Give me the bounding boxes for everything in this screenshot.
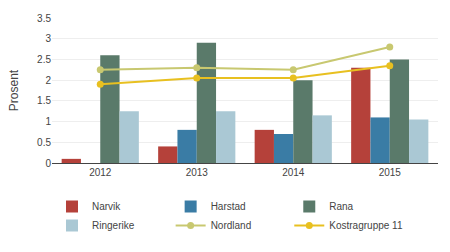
svg-text:1.5: 1.5 [37,95,51,106]
svg-text:2012: 2012 [89,167,112,178]
svg-text:Nordland: Nordland [211,220,252,231]
svg-text:2: 2 [45,75,51,86]
svg-text:2013: 2013 [186,167,209,178]
svg-text:Rana: Rana [329,201,353,212]
svg-text:Kostragruppe 11: Kostragruppe 11 [329,220,403,231]
svg-text:3: 3 [45,33,51,44]
svg-text:1: 1 [45,116,51,127]
svg-text:0: 0 [45,158,51,169]
svg-text:3.5: 3.5 [37,13,51,24]
svg-text:Ringerike: Ringerike [92,220,135,231]
svg-text:2015: 2015 [379,167,402,178]
svg-text:0.5: 0.5 [37,137,51,148]
svg-text:2014: 2014 [282,167,305,178]
svg-text:2.5: 2.5 [37,54,51,65]
svg-text:Narvik: Narvik [92,201,121,212]
svg-text:Harstad: Harstad [211,201,246,212]
svg-text:Prosent: Prosent [7,69,21,111]
